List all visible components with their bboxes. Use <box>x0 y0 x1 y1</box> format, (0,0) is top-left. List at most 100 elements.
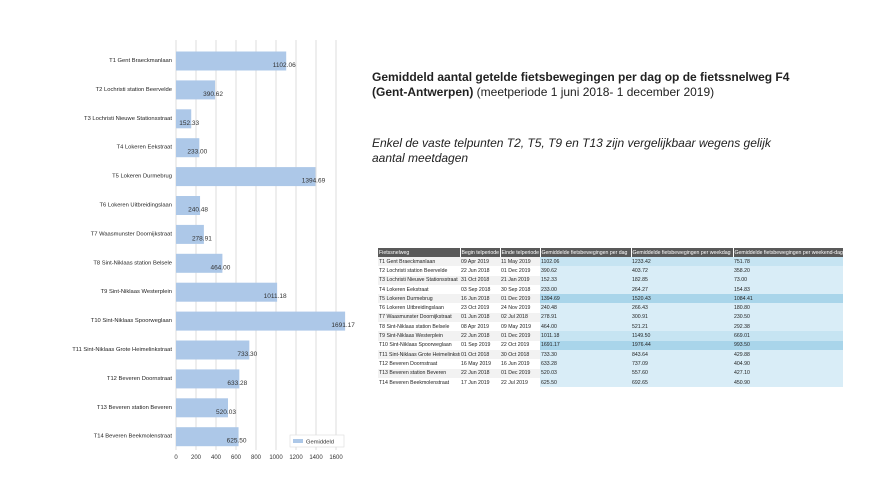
title-period: (meetperiode 1 juni 2018- 1 december 201… <box>473 85 715 99</box>
table-cell: T5 Lokeren Durmebrug <box>378 294 460 304</box>
table-cell: 01 Dec 2019 <box>500 368 540 378</box>
legend-label: Gemiddeld <box>306 440 334 446</box>
category-label: T1 Gent Braeckmanlaan <box>109 58 172 64</box>
category-label: T9 Sint-Niklaas Westerplein <box>101 289 172 295</box>
bar-chart: 0 200 400 600 800 1000 1200 1400 1600 T1 Gent Bra… <box>72 40 355 461</box>
x-tick-label: 1200 <box>289 455 303 461</box>
bar <box>176 80 216 100</box>
table-cell: 692.65 <box>631 377 733 388</box>
table-cell: 292.38 <box>733 322 843 332</box>
category-label: T13 Beveren station Beveren <box>97 405 172 411</box>
table-cell: 31 Oct 2018 <box>460 275 500 285</box>
table-cell: 464.00 <box>540 322 631 332</box>
bar <box>176 138 200 158</box>
table-cell: 240.48 <box>540 303 631 313</box>
table-cell: 22 Jul 2019 <box>500 377 540 388</box>
x-tick-label: 200 <box>191 455 202 461</box>
table-row: T12 Beveren Doornstraat 16 May 2019 16 Jun… <box>378 359 843 369</box>
table-row: T10 Sint-Niklaas Spoorweglaan 01 Sep 2019… <box>378 340 843 350</box>
table-cell: 16 Jun 2018 <box>460 294 500 304</box>
bar <box>176 340 250 360</box>
bar <box>176 224 204 244</box>
data-label: 390.62 <box>203 91 223 98</box>
category-label: T12 Beveren Doornstraat <box>107 376 172 382</box>
category-label: T6 Lokeren Uitbreidingslaan <box>99 203 172 209</box>
table-cell: T6 Lokeren Uitbreidingslaan <box>378 303 460 313</box>
table-cell: 843.64 <box>631 349 733 360</box>
data-label: 733.30 <box>237 351 257 358</box>
table-cell: T1 Gent Braeckmanlaan <box>378 257 460 267</box>
table-row: T4 Lokeren Eekstraat 03 Sep 2018 30 Sep 20… <box>378 284 843 295</box>
title-bold: Gemiddeld aantal getelde fietsbewegingen… <box>372 70 790 99</box>
x-tick-label: 600 <box>231 455 242 461</box>
table-cell: 429.88 <box>733 349 843 360</box>
table-cell: 557.60 <box>631 368 733 378</box>
legend-box <box>289 434 345 448</box>
category-label: T7 Waasmunster Doornijkstraat <box>91 231 173 237</box>
table-cell: 450.90 <box>733 377 843 388</box>
table-cell: 427.10 <box>733 368 843 378</box>
table-cell: 233.00 <box>540 284 631 295</box>
table-cell: T13 Beveren station Beveren <box>378 368 460 378</box>
data-label: 152.33 <box>179 120 199 127</box>
bar <box>176 51 287 71</box>
table-row: T7 Waasmunster Doornijkstraat 01 Jun 2018… <box>378 312 843 323</box>
table-cell: 30 Oct 2018 <box>500 349 540 360</box>
table-cell: 22 Oct 2019 <box>500 340 540 350</box>
table-cell: 03 Sep 2018 <box>460 284 500 295</box>
table-cell: T4 Lokeren Eekstraat <box>378 284 460 295</box>
table-cell: 22 Jun 2018 <box>460 368 500 378</box>
data-label: 1102.06 <box>273 62 296 69</box>
category-label: T2 Lochristi station Beervelde <box>96 87 172 93</box>
table-cell: 358.20 <box>733 266 843 276</box>
table-header-cell: Fietssnelweg <box>378 248 461 257</box>
table-header-cell: Gemiddelde fietsbewegingen per weekend-d… <box>733 248 844 257</box>
table-cell: T7 Waasmunster Doornijkstraat <box>378 312 460 323</box>
table-cell: T9 Sint-Niklaas Westerplein <box>378 331 460 341</box>
data-label: 240.48 <box>188 207 208 214</box>
table-cell: 22 Jun 2018 <box>460 331 500 341</box>
table-header-cell: Begin telperiode <box>460 248 501 257</box>
table-cell: 180.80 <box>733 303 843 313</box>
table-cell: 230.50 <box>733 312 843 323</box>
table-header-row: Fietssnelweg Begin telperiode Einde telper… <box>378 248 844 257</box>
data-label: 1691.17 <box>331 322 355 329</box>
table-cell: 73.00 <box>733 275 843 285</box>
table-cell: 1084.41 <box>733 294 843 304</box>
table-cell: 300.91 <box>631 312 733 323</box>
table-row: T11 Sint-Niklaas Grote Heimelinkstraat 01… <box>378 349 843 360</box>
table-cell: 182.85 <box>631 275 733 285</box>
table-cell: 154.83 <box>733 284 843 295</box>
data-label: 520.03 <box>216 409 236 416</box>
legend-swatch <box>293 439 303 443</box>
table-cell: 23 Oct 2019 <box>460 303 500 313</box>
table-row: T9 Sint-Niklaas Westerplein 22 Jun 2018 01… <box>378 331 843 341</box>
table-row: T1 Gent Braeckmanlaan 09 Apr 2019 11 May 2… <box>378 257 843 267</box>
table-cell: T3 Lochristi Nieuwe Stationsstraat <box>378 275 460 285</box>
category-label: T14 Beveren Beekmolenstraat <box>94 434 173 440</box>
table-cell: 21 Jan 2019 <box>500 275 540 285</box>
table-cell: 1102.06 <box>540 257 631 267</box>
table-header-cell: Gemiddelde fietsbewegingen per weekdag <box>631 248 734 257</box>
data-label: 464.00 <box>210 264 230 271</box>
bar <box>176 196 201 215</box>
data-table: Fietssnelweg Begin telperiode Einde telper… <box>378 248 844 388</box>
table-cell: 1520.43 <box>631 294 733 304</box>
table-row: T5 Lokeren Durmebrug 16 Jun 2018 01 Dec 20… <box>378 294 843 304</box>
x-tick-label: 400 <box>211 455 222 461</box>
bar <box>176 282 278 302</box>
data-label: 278.91 <box>192 235 212 242</box>
table-row: T3 Lochristi Nieuwe Stationsstraat 31 Oct… <box>378 275 843 285</box>
table-cell: 11 May 2019 <box>500 257 540 267</box>
table-cell: 02 Jul 2018 <box>500 312 540 323</box>
table-cell: 278.91 <box>540 312 631 323</box>
table-cell: 993.50 <box>733 340 843 350</box>
table-cell: T14 Beveren Beekmolenstraat <box>378 377 460 388</box>
category-label: T4 Lokeren Eekstraat <box>117 145 173 151</box>
table-row: T8 Sint-Niklaas station Belsele 08 Apr 20… <box>378 322 843 332</box>
x-tick-label: 1600 <box>329 455 343 461</box>
category-label: T3 Lochristi Nieuwe Stationsstraat <box>84 116 172 122</box>
bar <box>176 109 192 129</box>
table-header-cell: Einde telperiode <box>500 248 541 257</box>
table-cell: 09 May 2019 <box>500 322 540 332</box>
